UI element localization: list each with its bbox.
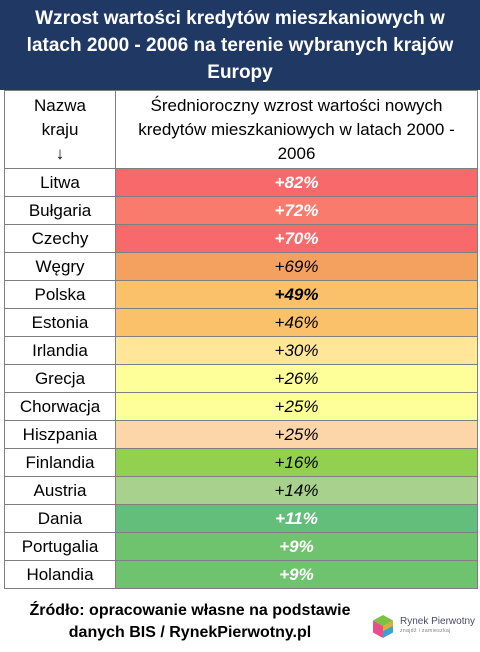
table-body: Litwa +82% Bułgaria +72% Czechy +70% Węgry +69%… xyxy=(4,168,478,589)
value-cell: +25% xyxy=(115,392,478,421)
table-row: Czechy +70% xyxy=(4,224,478,253)
country-cell: Dania xyxy=(4,504,116,533)
table-row: Grecja +26% xyxy=(4,364,478,393)
chart-title: Wzrost wartości kredytów mieszkaniowych … xyxy=(0,0,480,90)
country-cell: Hiszpania xyxy=(4,420,116,449)
country-cell: Austria xyxy=(4,476,116,505)
value-cell: +49% xyxy=(115,280,478,309)
value-cell: +46% xyxy=(115,308,478,337)
source-line-2: danych BIS / RynekPierwotny.pl xyxy=(68,624,312,641)
value-cell: +82% xyxy=(115,168,478,197)
country-cell: Grecja xyxy=(4,364,116,393)
table-header-row: Nazwa kraju ↓ Średnioroczny wzrost warto… xyxy=(4,90,478,169)
table-row: Finlandia +16% xyxy=(4,448,478,477)
down-arrow-icon: ↓ xyxy=(55,143,65,163)
value-column-label: Średnioroczny wzrost wartości nowych kre… xyxy=(138,95,455,163)
country-cell: Węgry xyxy=(4,252,116,281)
country-cell: Bułgaria xyxy=(4,196,116,225)
value-cell: +30% xyxy=(115,336,478,365)
logo-tagline: znajdź i zamieszkaj xyxy=(400,628,451,634)
source-line-1: Źródło: opracowanie własne na podstawie xyxy=(29,602,351,619)
table-row: Bułgaria +72% xyxy=(4,196,478,225)
table-row: Litwa +82% xyxy=(4,168,478,197)
logo-name: Rynek Pierwotny xyxy=(400,616,476,627)
table-row: Holandia +9% xyxy=(4,560,478,589)
country-cell: Czechy xyxy=(4,224,116,253)
table-row: Austria +14% xyxy=(4,476,478,505)
country-column-header: Nazwa kraju ↓ xyxy=(4,90,116,169)
country-cell: Irlandia xyxy=(4,336,116,365)
table-row: Chorwacja +25% xyxy=(4,392,478,421)
table-row: Irlandia +30% xyxy=(4,336,478,365)
country-cell: Chorwacja xyxy=(4,392,116,421)
rynek-pierwotny-cube-logo-icon xyxy=(373,615,393,638)
value-cell: +14% xyxy=(115,476,478,505)
table-row: Polska +49% xyxy=(4,280,478,309)
country-cell: Portugalia xyxy=(4,532,116,561)
table-row: Dania +11% xyxy=(4,504,478,533)
value-cell: +26% xyxy=(115,364,478,393)
value-column-header: Średnioroczny wzrost wartości nowych kre… xyxy=(115,90,478,169)
value-cell: +25% xyxy=(115,420,478,449)
data-table: Nazwa kraju ↓ Średnioroczny wzrost warto… xyxy=(4,90,478,589)
value-cell: +9% xyxy=(115,532,478,561)
country-cell: Polska xyxy=(4,280,116,309)
country-cell: Estonia xyxy=(4,308,116,337)
value-cell: +69% xyxy=(115,252,478,281)
value-cell: +72% xyxy=(115,196,478,225)
table-row: Węgry +69% xyxy=(4,252,478,281)
source-note: Źródło: opracowanie własne na podstawie … xyxy=(0,600,380,644)
country-cell: Finlandia xyxy=(4,448,116,477)
value-cell: +16% xyxy=(115,448,478,477)
country-cell: Litwa xyxy=(4,168,116,197)
value-cell: +70% xyxy=(115,224,478,253)
table-row: Portugalia +9% xyxy=(4,532,478,561)
country-column-label: Nazwa kraju xyxy=(34,95,86,139)
table-row: Hiszpania +25% xyxy=(4,420,478,449)
country-cell: Holandia xyxy=(4,560,116,589)
table-row: Estonia +46% xyxy=(4,308,478,337)
brand-logo: Rynek Pierwotny znajdź i zamieszkaj xyxy=(370,612,480,642)
value-cell: +11% xyxy=(115,504,478,533)
value-cell: +9% xyxy=(115,560,478,589)
